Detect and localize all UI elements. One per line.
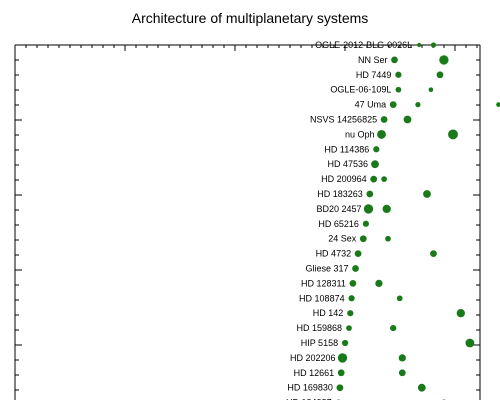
system-row: NN Ser bbox=[358, 55, 449, 65]
system-label: OGLE-06-109L bbox=[330, 85, 391, 95]
planet-marker bbox=[349, 280, 357, 287]
planet-marker bbox=[398, 354, 406, 362]
system-row: HD 128311 bbox=[301, 278, 383, 288]
planet-marker bbox=[381, 176, 387, 182]
system-row: HD 183263 bbox=[317, 189, 431, 199]
planet-marker bbox=[430, 42, 437, 48]
system-label: HD 200964 bbox=[321, 174, 367, 184]
system-label: HD 159868 bbox=[296, 323, 342, 333]
planet-marker bbox=[390, 324, 397, 332]
planet-marker bbox=[448, 129, 458, 140]
planet-marker bbox=[430, 250, 437, 257]
system-label: OGLE-2012-BLG-0026L bbox=[315, 40, 412, 50]
planet-marker bbox=[366, 190, 374, 198]
planet-marker bbox=[398, 369, 406, 377]
system-label: HD 47536 bbox=[327, 159, 368, 169]
system-label: 47 Uma bbox=[355, 100, 387, 110]
system-label: HD 7449 bbox=[356, 70, 392, 80]
planet-marker bbox=[417, 42, 422, 48]
planet-marker bbox=[336, 384, 344, 392]
system-row: Gliese 317 bbox=[305, 264, 359, 274]
system-label: HD 183263 bbox=[317, 189, 363, 199]
system-row: HD 4732 bbox=[316, 249, 437, 259]
planet-marker bbox=[382, 204, 391, 214]
system-row: HD 159868 bbox=[296, 323, 397, 333]
planet-marker bbox=[371, 160, 379, 169]
system-row: HIP 5158 bbox=[301, 338, 475, 348]
system-label: nu Oph bbox=[345, 129, 375, 139]
planet-marker bbox=[346, 325, 352, 331]
system-row: HD 169830 bbox=[287, 383, 426, 393]
system-row: HD 202206 bbox=[290, 353, 406, 363]
planet-marker bbox=[337, 369, 345, 377]
system-label: HD 65216 bbox=[318, 219, 359, 229]
planet-marker bbox=[465, 338, 475, 348]
system-row: HD 47536 bbox=[327, 159, 379, 169]
system-label: HD 108874 bbox=[299, 293, 345, 303]
planet-marker bbox=[456, 309, 465, 318]
system-row: HD 114386 bbox=[324, 144, 380, 154]
planet-marker bbox=[373, 146, 380, 153]
system-label: HD 4732 bbox=[316, 249, 352, 259]
planet-marker bbox=[391, 56, 398, 64]
planet-marker bbox=[385, 235, 391, 242]
chart-title: Architecture of multiplanetary systems bbox=[131, 10, 369, 26]
planet-marker bbox=[423, 190, 431, 198]
planet-marker bbox=[380, 116, 388, 123]
system-label: HD 134987 bbox=[286, 398, 332, 400]
system-label: BD20 2457 bbox=[316, 204, 361, 214]
planet-marker bbox=[415, 102, 421, 108]
planet-marker bbox=[417, 383, 426, 392]
planet-marker bbox=[389, 101, 397, 108]
system-row: HD 142 bbox=[313, 308, 465, 318]
planet-marker bbox=[496, 102, 500, 107]
system-label: HD 142 bbox=[313, 308, 344, 318]
system-label: HD 114386 bbox=[324, 144, 369, 154]
system-row: OGLE-2012-BLG-0026L bbox=[315, 40, 437, 50]
planet-marker bbox=[396, 295, 403, 302]
system-row: 47 Uma bbox=[355, 100, 500, 110]
system-row: HD 108874 bbox=[299, 293, 403, 303]
system-label: HD 202206 bbox=[290, 353, 336, 363]
system-row: 24 Sex bbox=[328, 234, 391, 244]
system-label: 24 Sex bbox=[328, 234, 357, 244]
planet-marker bbox=[377, 129, 386, 139]
planet-marker bbox=[341, 339, 349, 347]
system-row: nu Oph bbox=[345, 129, 458, 139]
system-row: HD 12661 bbox=[294, 368, 406, 378]
system-row: HD 65216 bbox=[318, 219, 370, 229]
planet-marker bbox=[395, 71, 402, 78]
planet-marker bbox=[439, 55, 449, 65]
planet-marker bbox=[348, 295, 355, 302]
planet-marker bbox=[436, 71, 444, 79]
planet-marker bbox=[354, 250, 362, 257]
system-label: HD 169830 bbox=[287, 383, 333, 393]
planet-marker bbox=[352, 265, 359, 272]
planet-marker bbox=[428, 87, 434, 93]
system-row: NSVS 14256825 bbox=[310, 115, 412, 125]
system-label: HIP 5158 bbox=[301, 338, 338, 348]
planet-marker bbox=[403, 115, 412, 124]
planet-marker bbox=[347, 310, 354, 317]
system-row: HD 7449 bbox=[356, 70, 444, 80]
system-label: HD 12661 bbox=[294, 368, 335, 378]
planet-marker bbox=[337, 353, 348, 363]
planet-marker bbox=[395, 86, 402, 93]
system-row: OGLE-06-109L bbox=[330, 85, 434, 95]
planet-marker bbox=[359, 235, 367, 243]
planet-marker bbox=[375, 279, 383, 288]
planet-marker bbox=[363, 204, 374, 214]
system-label: NN Ser bbox=[358, 55, 388, 65]
planet-marker bbox=[370, 175, 378, 183]
system-label: Gliese 317 bbox=[305, 264, 348, 274]
system-row: BD20 2457 bbox=[316, 204, 391, 214]
system-label: HD 128311 bbox=[301, 278, 346, 288]
planet-marker bbox=[362, 220, 370, 227]
system-row: HD 200964 bbox=[321, 174, 387, 184]
system-label: NSVS 14256825 bbox=[310, 115, 377, 125]
